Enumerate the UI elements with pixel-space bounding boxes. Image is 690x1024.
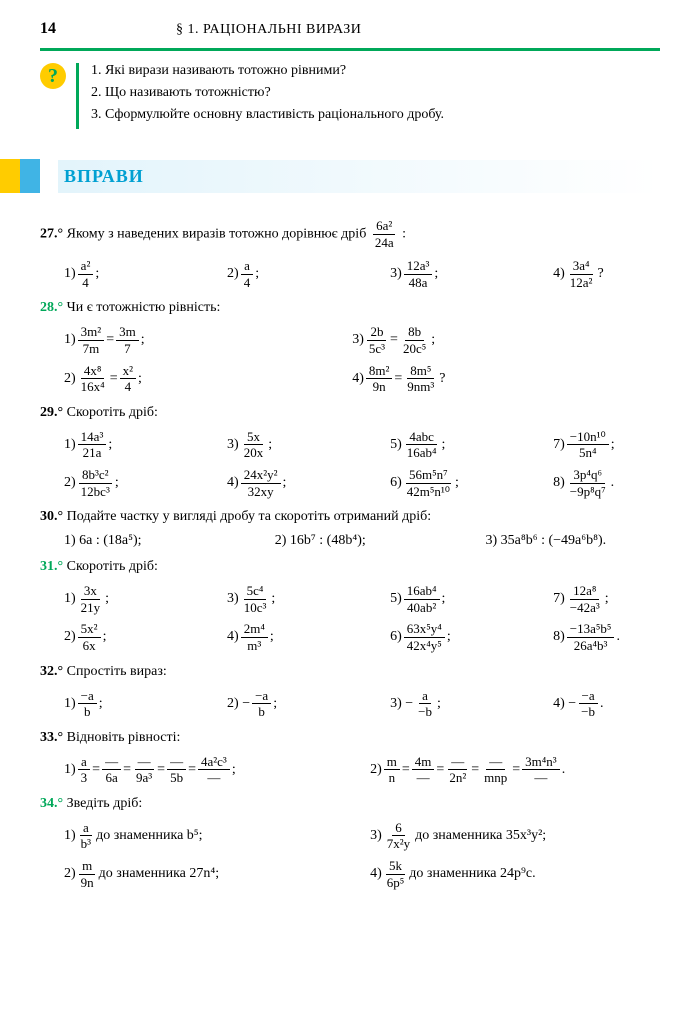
exercise-30: 30.° Подайте частку у вигляді дробу та с… [40,509,660,549]
question-2: 2. Що називають тотожністю? [91,85,660,101]
exercise-32: 32.° Спростіть вираз: 1) −ab; 2) −−ab; 3… [40,664,660,720]
ex-text: Якому з наведених виразів тотожно дорівн… [67,226,367,241]
ex-num: 27.° [40,226,63,241]
question-icon: ? [40,63,66,89]
question-3: 3. Сформулюйте основну властивість раціо… [91,107,660,123]
exercise-28: 28.° Чи є тотожністю рівність: 1) 3m²7m … [40,300,660,394]
exercise-33: 33.° Відновіть рівності: 1) a3 = —6a = —… [40,730,660,786]
question-box: ? 1. Які вирази називають тотожно рівним… [40,63,660,129]
question-1: 1. Які вирази називають тотожно рівними? [91,63,660,79]
exercises-header: ВПРАВИ [0,159,660,193]
exercises-title: ВПРАВИ [58,160,660,193]
header-divider [40,48,660,51]
question-border: 1. Які вирази називають тотожно рівними?… [76,63,660,129]
flag-icon [0,159,40,193]
exercise-27: 27.° Якому з наведених виразів тотожно д… [40,218,660,290]
section-title: § 1. РАЦІОНАЛЬНІ ВИРАЗИ [176,22,361,38]
exercise-29: 29.° Скоротіть дріб: 1) 14a³21a; 3) 5x20… [40,405,660,499]
page-header: 14 § 1. РАЦІОНАЛЬНІ ВИРАЗИ [40,20,660,38]
exercise-31: 31.° Скоротіть дріб: 1) 3x21y; 3) 5c⁴10c… [40,559,660,653]
exercise-34: 34.° Зведіть дріб: 1) ab³ до знаменника … [40,796,660,890]
page-number: 14 [40,20,56,38]
